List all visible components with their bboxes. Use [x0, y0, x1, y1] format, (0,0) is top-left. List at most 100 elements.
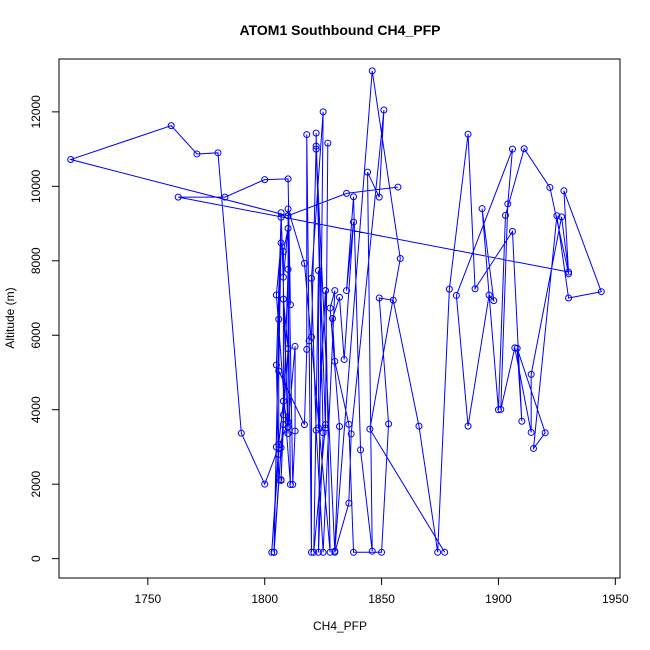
- data-point: [261, 480, 269, 488]
- data-point: [336, 293, 343, 301]
- data-point: [284, 212, 292, 220]
- data-point: [345, 420, 353, 428]
- data-point: [167, 122, 175, 130]
- plot-frame: [58, 58, 621, 579]
- data-point: [464, 130, 472, 138]
- data-point: [350, 218, 358, 226]
- data-point: [319, 548, 327, 556]
- data-point: [347, 430, 355, 438]
- data-point: [328, 315, 336, 322]
- data-point: [307, 333, 315, 341]
- y-tick-label: 6000: [29, 322, 43, 349]
- y-tick-label: 8000: [29, 247, 43, 274]
- data-point: [565, 270, 573, 278]
- data-point: [307, 548, 315, 556]
- data-point: [366, 425, 374, 433]
- y-tick-label: 10000: [29, 169, 43, 203]
- data-point: [518, 417, 526, 425]
- data-point: [321, 287, 329, 295]
- data-point: [279, 247, 287, 255]
- series-line: [68, 70, 602, 553]
- data-point: [314, 424, 322, 432]
- data-point: [291, 342, 299, 350]
- x-tick-label: 1750: [134, 592, 161, 606]
- data-point: [452, 291, 460, 299]
- data-point: [385, 420, 393, 428]
- data-point: [336, 422, 343, 430]
- data-point: [326, 304, 334, 312]
- data-point: [508, 227, 516, 235]
- data-point: [275, 450, 283, 458]
- data-point: [321, 421, 329, 429]
- data-point: [286, 481, 294, 489]
- data-point: [396, 255, 404, 263]
- data-point: [441, 548, 449, 556]
- data-point: [289, 481, 297, 489]
- data-point: [312, 129, 320, 137]
- data-point: [560, 187, 568, 195]
- data-point: [375, 294, 383, 302]
- data-point: [272, 443, 280, 451]
- data-point: [324, 139, 332, 147]
- data-point: [303, 345, 311, 353]
- data-point: [501, 211, 509, 219]
- data-point: [312, 142, 320, 150]
- y-tick-label: 0: [29, 555, 43, 562]
- data-point: [279, 411, 287, 419]
- data-point: [380, 106, 388, 114]
- data-point: [389, 296, 397, 304]
- data-point: [368, 67, 376, 75]
- data-point: [268, 548, 276, 556]
- data-point: [527, 370, 535, 378]
- data-point: [284, 224, 292, 232]
- x-axis: 1750 1800 1850 1900 1950: [134, 578, 629, 606]
- data-point: [300, 421, 308, 429]
- data-point: [272, 291, 280, 299]
- data-point: [340, 355, 348, 363]
- data-point: [284, 265, 292, 273]
- data-point: [445, 285, 453, 293]
- data-point: [277, 444, 285, 452]
- data-point: [345, 499, 353, 507]
- data-point: [284, 430, 292, 438]
- data-point: [321, 424, 329, 432]
- x-tick-label: 1950: [602, 592, 629, 606]
- data-point: [67, 156, 75, 164]
- data-point: [279, 397, 287, 405]
- y-axis-label: Altitude (m): [3, 287, 17, 348]
- data-point: [312, 145, 320, 153]
- data-point: [527, 428, 535, 436]
- data-point: [277, 213, 285, 221]
- y-tick-label: 12000: [29, 95, 43, 129]
- data-point: [541, 429, 549, 437]
- data-point: [303, 131, 311, 139]
- data-point: [364, 168, 372, 176]
- data-point: [553, 212, 561, 220]
- data-point: [331, 357, 339, 365]
- data-point: [350, 548, 358, 556]
- data-point: [275, 315, 283, 323]
- data-point: [314, 548, 322, 556]
- chart-title: ATOM1 Southbound CH4_PFP: [240, 22, 441, 38]
- data-point: [284, 345, 292, 353]
- data-point: [368, 547, 376, 555]
- data-point: [513, 344, 521, 352]
- data-point: [546, 183, 554, 191]
- data-point: [312, 426, 320, 434]
- x-tick-label: 1850: [368, 592, 395, 606]
- data-point: [565, 268, 573, 276]
- data-point: [284, 205, 292, 213]
- data-point: [237, 429, 245, 437]
- data-point: [277, 476, 285, 484]
- data-point: [272, 361, 280, 369]
- data-point: [326, 548, 334, 556]
- data-point: [597, 288, 605, 296]
- data-point: [378, 548, 386, 556]
- data-point: [471, 285, 479, 293]
- data-point: [305, 337, 313, 345]
- data-point: [434, 548, 442, 556]
- data-point: [565, 294, 573, 302]
- data-point: [286, 301, 294, 309]
- data-point: [319, 108, 327, 116]
